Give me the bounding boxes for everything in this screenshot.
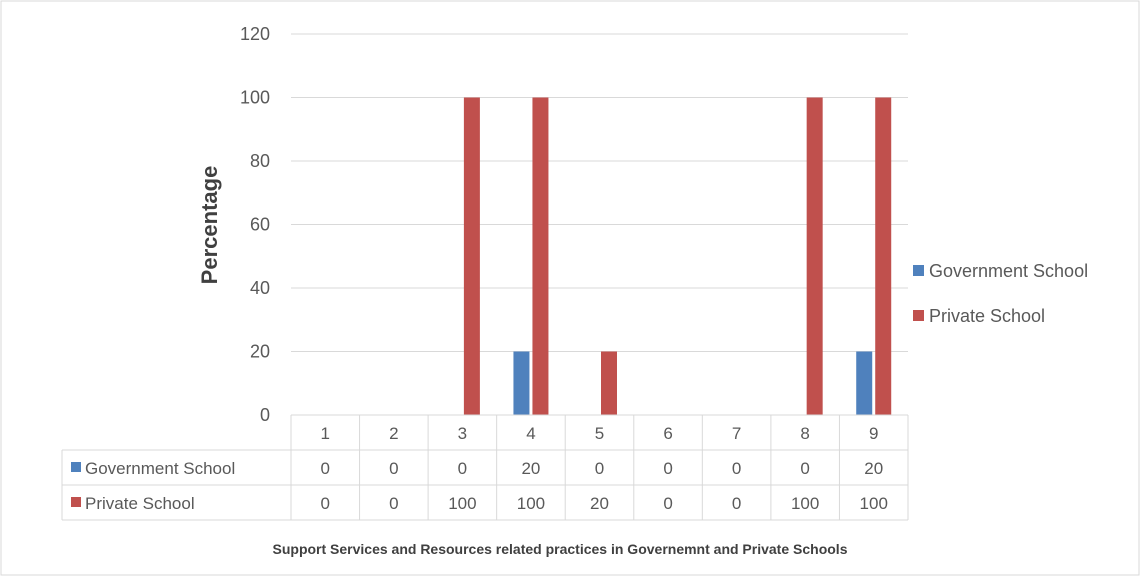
table-cell: 20 bbox=[590, 494, 609, 513]
bar bbox=[463, 97, 480, 415]
table-cell: 0 bbox=[321, 459, 330, 478]
y-tick-label: 20 bbox=[250, 342, 270, 362]
category-label: 2 bbox=[389, 424, 398, 443]
table-cell: 0 bbox=[389, 459, 398, 478]
table-cell: 0 bbox=[389, 494, 398, 513]
bar bbox=[806, 97, 823, 415]
table-legend-key bbox=[71, 462, 81, 472]
bars bbox=[463, 97, 892, 415]
gridlines bbox=[291, 33, 908, 352]
table-cell: 0 bbox=[321, 494, 330, 513]
table-series-name: Government School bbox=[85, 459, 235, 478]
x-axis-label: Support Services and Resources related p… bbox=[273, 541, 848, 557]
table-series-name: Private School bbox=[85, 494, 195, 513]
legend-key bbox=[913, 265, 924, 276]
legend-label: Government School bbox=[929, 261, 1088, 281]
table-legend-key bbox=[71, 497, 81, 507]
bar bbox=[532, 97, 549, 415]
category-label: 1 bbox=[321, 424, 330, 443]
y-tick-label: 40 bbox=[250, 278, 270, 298]
y-tick-label: 0 bbox=[260, 405, 270, 425]
table-cell: 0 bbox=[663, 459, 672, 478]
category-label: 9 bbox=[869, 424, 878, 443]
table-cell: 0 bbox=[732, 459, 741, 478]
data-table: 1 2 3 4 5 6 7 8 9 Government School 0 0 0 20 0 0 0 0 20 Pri… bbox=[61, 414, 909, 521]
y-tick-label: 100 bbox=[240, 88, 270, 108]
category-label: 3 bbox=[458, 424, 467, 443]
category-label: 6 bbox=[663, 424, 672, 443]
bar bbox=[875, 97, 892, 415]
category-label: 4 bbox=[526, 424, 535, 443]
legend-label: Private School bbox=[929, 306, 1045, 326]
bar bbox=[601, 351, 617, 415]
category-label: 8 bbox=[800, 424, 809, 443]
y-tick-label: 60 bbox=[250, 215, 270, 235]
table-cell: 100 bbox=[860, 494, 888, 513]
table-cell: 0 bbox=[595, 459, 604, 478]
table-cell: 0 bbox=[732, 494, 741, 513]
category-label: 7 bbox=[732, 424, 741, 443]
table-cell: 20 bbox=[521, 459, 540, 478]
table-cell: 0 bbox=[458, 459, 467, 478]
bar bbox=[856, 351, 873, 415]
table-cell: 0 bbox=[800, 459, 809, 478]
table-cell: 100 bbox=[448, 494, 476, 513]
category-label: 5 bbox=[595, 424, 604, 443]
legend-key bbox=[913, 310, 924, 321]
y-axis-label: Percentage bbox=[197, 166, 222, 285]
table-cell: 100 bbox=[517, 494, 545, 513]
y-tick-label: 80 bbox=[250, 151, 270, 171]
legend: Government School Private School bbox=[913, 261, 1088, 326]
table-cell: 0 bbox=[663, 494, 672, 513]
y-axis-ticks: 0 20 40 60 80 100 120 bbox=[240, 24, 270, 425]
table-cell: 20 bbox=[864, 459, 883, 478]
y-tick-label: 120 bbox=[240, 24, 270, 44]
bar bbox=[513, 351, 530, 415]
table-cell: 100 bbox=[791, 494, 819, 513]
